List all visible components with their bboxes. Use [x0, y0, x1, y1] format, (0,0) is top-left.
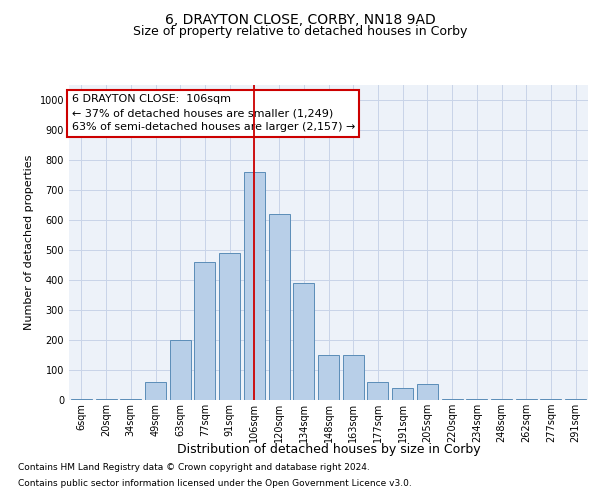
- Bar: [343, 355, 364, 400]
- Text: 6 DRAYTON CLOSE:  106sqm
← 37% of detached houses are smaller (1,249)
63% of sem: 6 DRAYTON CLOSE: 106sqm ← 37% of detache…: [71, 94, 355, 132]
- Bar: [541, 398, 562, 400]
- Bar: [491, 398, 512, 400]
- Bar: [170, 340, 191, 400]
- Bar: [565, 398, 586, 400]
- Bar: [466, 398, 487, 400]
- Y-axis label: Number of detached properties: Number of detached properties: [24, 155, 34, 330]
- Bar: [194, 262, 215, 400]
- Bar: [120, 398, 141, 400]
- Bar: [269, 214, 290, 400]
- Bar: [293, 283, 314, 400]
- Bar: [367, 382, 388, 400]
- Bar: [145, 382, 166, 400]
- Text: Contains HM Land Registry data © Crown copyright and database right 2024.: Contains HM Land Registry data © Crown c…: [18, 464, 370, 472]
- Text: 6, DRAYTON CLOSE, CORBY, NN18 9AD: 6, DRAYTON CLOSE, CORBY, NN18 9AD: [164, 12, 436, 26]
- Bar: [244, 172, 265, 400]
- Bar: [318, 355, 339, 400]
- Bar: [95, 398, 116, 400]
- Bar: [219, 253, 240, 400]
- Bar: [516, 398, 537, 400]
- Text: Contains public sector information licensed under the Open Government Licence v3: Contains public sector information licen…: [18, 478, 412, 488]
- Text: Distribution of detached houses by size in Corby: Distribution of detached houses by size …: [177, 442, 481, 456]
- Bar: [417, 384, 438, 400]
- Text: Size of property relative to detached houses in Corby: Size of property relative to detached ho…: [133, 25, 467, 38]
- Bar: [442, 398, 463, 400]
- Bar: [392, 388, 413, 400]
- Bar: [71, 398, 92, 400]
